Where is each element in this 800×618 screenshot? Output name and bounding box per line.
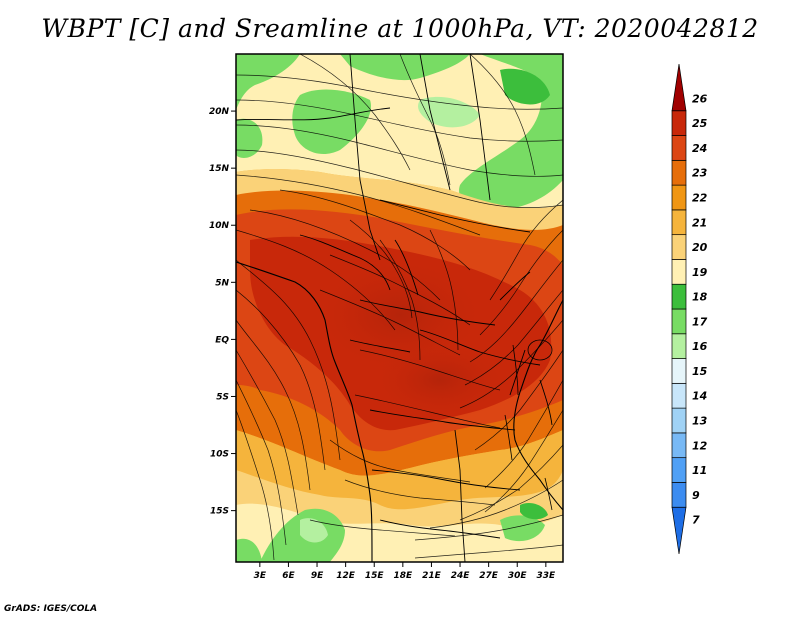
lon-tick-label: 27E bbox=[479, 571, 499, 581]
colorbar-label: 9 bbox=[692, 489, 700, 502]
colorbar-label: 23 bbox=[692, 167, 708, 180]
lat-tick-label: EQ bbox=[215, 335, 229, 345]
colorbar-label: 18 bbox=[692, 291, 708, 304]
colorbar-label: 20 bbox=[692, 241, 708, 254]
colorbar-arrow-high bbox=[671, 63, 687, 112]
colorbar-swatch bbox=[671, 308, 687, 335]
lon-tick-label: 24E bbox=[451, 571, 471, 581]
colorbar: 7 9 11 12 13 14 15 16 17 18 19 20 21 22 23 24 25 26 bbox=[671, 63, 708, 555]
colorbar-swatch bbox=[671, 135, 687, 161]
colorbar-label: 11 bbox=[692, 464, 707, 477]
colorbar-arrow-low bbox=[671, 506, 687, 555]
axes: 3E 6E 9E 12E 15E 18E 21E 24E 27E 30E 33E 20N 15N 10N 5… bbox=[209, 107, 556, 581]
colorbar-label: 12 bbox=[692, 439, 708, 452]
streamlines bbox=[236, 54, 563, 561]
colorbar-label: 13 bbox=[692, 415, 708, 428]
colorbar-swatch bbox=[671, 110, 687, 136]
lon-tick-label: 30E bbox=[508, 571, 528, 581]
colorbar-label: 24 bbox=[692, 142, 707, 155]
lat-tick-label: 10S bbox=[210, 450, 229, 460]
coastlines bbox=[236, 261, 563, 562]
colorbar-label: 26 bbox=[692, 92, 708, 105]
colorbar-swatch bbox=[671, 283, 687, 310]
colorbar-label: 15 bbox=[692, 365, 708, 378]
lon-tick-label: 21E bbox=[422, 571, 442, 581]
colorbar-swatch bbox=[671, 457, 687, 483]
lat-tick-label: 5N bbox=[215, 278, 229, 288]
colorbar-swatch bbox=[671, 184, 687, 211]
colorbar-label: 22 bbox=[692, 192, 708, 205]
colorbar-swatch bbox=[671, 159, 687, 186]
colorbar-swatch bbox=[671, 259, 687, 285]
colorbar-swatch bbox=[671, 382, 687, 409]
lon-tick-label: 18E bbox=[393, 571, 413, 581]
colorbar-label: 16 bbox=[692, 340, 708, 353]
chart-title: WBPT [C] and Sreamline at 1000hPa, VT: 2… bbox=[41, 14, 759, 43]
colorbar-label: 21 bbox=[692, 216, 707, 229]
lat-tick-label: 5S bbox=[216, 392, 229, 402]
lat-tick-label: 10N bbox=[209, 221, 230, 231]
colorbar-label: 14 bbox=[692, 390, 707, 403]
colorbar-swatch bbox=[671, 234, 687, 260]
colorbar-swatch bbox=[671, 432, 687, 459]
lat-tick-label: 20N bbox=[209, 107, 230, 117]
lon-tick-label: 12E bbox=[336, 571, 356, 581]
colorbar-swatch bbox=[671, 209, 687, 236]
lon-tick-label: 33E bbox=[536, 571, 556, 581]
lakes-rivers bbox=[504, 339, 553, 511]
colorbar-swatch bbox=[671, 407, 687, 434]
plot-frame bbox=[235, 53, 564, 563]
lon-tick-label: 9E bbox=[311, 571, 324, 581]
colorbar-label: 7 bbox=[692, 514, 700, 527]
country-borders bbox=[236, 54, 553, 562]
lat-tick-label: 15N bbox=[209, 164, 230, 174]
lon-tick-label: 3E bbox=[254, 571, 267, 581]
lon-tick-label: 15E bbox=[365, 571, 385, 581]
lon-tick-label: 6E bbox=[282, 571, 295, 581]
colorbar-swatch bbox=[671, 482, 687, 508]
lat-tick-label: 15S bbox=[210, 507, 229, 517]
footer-credit: GrADS: IGES/COLA bbox=[4, 604, 98, 614]
colorbar-swatch bbox=[671, 333, 687, 359]
colorbar-label: 19 bbox=[692, 266, 708, 279]
wbpt-field bbox=[236, 54, 563, 562]
colorbar-label: 17 bbox=[692, 315, 708, 328]
colorbar-swatch bbox=[671, 358, 687, 384]
colorbar-label: 25 bbox=[692, 117, 708, 130]
